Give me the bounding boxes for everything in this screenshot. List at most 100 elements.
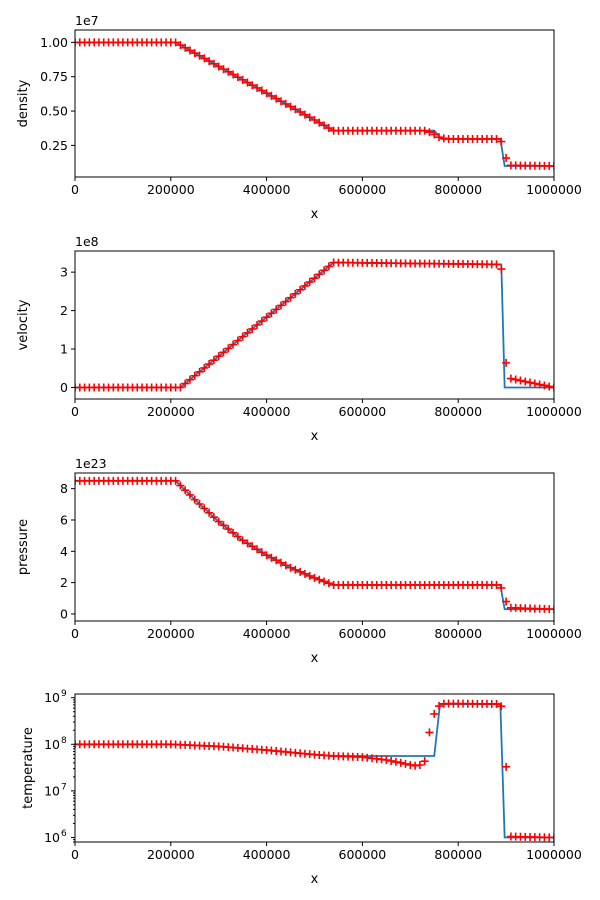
data-point-marker (492, 134, 501, 143)
x-tick-label: 800000 (434, 626, 482, 641)
y-tick-exponent: 8 (61, 736, 67, 746)
marker-series (75, 258, 554, 392)
data-point-marker (550, 162, 554, 171)
x-tick-label: 0 (71, 847, 79, 862)
y-axis-label: pressure (16, 519, 31, 575)
data-point-marker (320, 266, 329, 275)
data-point-marker (315, 575, 324, 584)
y-tick-label: 10 (44, 830, 60, 845)
data-point-marker (233, 73, 242, 82)
data-point-marker (497, 702, 506, 711)
data-point-marker (382, 756, 391, 765)
data-point-marker (435, 702, 444, 711)
data-point-marker (238, 536, 247, 545)
data-point-marker (262, 551, 271, 560)
data-point-marker (320, 577, 329, 586)
y-axis-label: temperature (21, 727, 36, 809)
data-point-marker (286, 293, 295, 302)
data-point-marker (219, 65, 228, 74)
data-point-marker (205, 57, 214, 66)
data-point-marker (291, 289, 300, 298)
data-point-marker (506, 374, 515, 383)
data-point-marker (430, 709, 439, 718)
data-point-marker (535, 380, 544, 389)
data-point-marker (550, 605, 554, 614)
data-point-marker (511, 375, 520, 384)
data-point-marker (425, 728, 434, 737)
data-point-marker (214, 62, 223, 71)
y-tick-label: 1.00 (40, 35, 68, 50)
data-point-marker (195, 367, 204, 376)
data-point-marker (286, 563, 295, 572)
y-axis-label: velocity (16, 299, 31, 350)
x-axis-label: x (311, 872, 319, 887)
data-point-marker (502, 762, 511, 771)
y-tick-label: 2 (60, 303, 68, 318)
data-point-marker (530, 379, 539, 388)
y-tick-label: 8 (60, 481, 68, 496)
y-tick-label: 0.50 (40, 104, 68, 119)
x-tick-label: 400000 (243, 404, 291, 419)
y-tick-exponent: 6 (61, 829, 67, 839)
data-point-marker (281, 297, 290, 306)
data-point-marker (387, 756, 396, 765)
data-point-marker (209, 356, 218, 365)
data-point-marker (272, 305, 281, 314)
y-tick-label: 3 (60, 265, 68, 280)
data-point-marker (185, 46, 194, 55)
data-point-marker (214, 352, 223, 361)
x-axis-label: x (311, 207, 319, 222)
x-tick-label: 0 (71, 404, 79, 419)
data-point-marker (396, 758, 405, 767)
y-tick-label: 4 (60, 544, 68, 559)
data-point-marker (200, 504, 209, 513)
data-point-marker (200, 54, 209, 63)
data-point-marker (296, 567, 305, 576)
data-point-marker (229, 528, 238, 537)
y-tick-label: 0.25 (40, 138, 68, 153)
data-point-marker (205, 508, 214, 517)
data-point-marker (391, 757, 400, 766)
chart-panel-velocity: 0 200000 400000 600000 800000 1000000 x 0 1 2 3 vel… (16, 234, 582, 444)
marker-series (75, 699, 554, 842)
data-point-marker (324, 262, 333, 271)
data-point-marker (550, 383, 554, 392)
data-point-marker (492, 580, 501, 589)
data-point-marker (257, 548, 266, 557)
axes-frame (74, 250, 555, 400)
data-point-marker (300, 110, 309, 119)
data-point-marker (224, 344, 233, 353)
data-point-marker (171, 38, 180, 47)
data-point-marker (195, 51, 204, 60)
x-tick-label: 400000 (243, 626, 291, 641)
data-point-marker (176, 481, 185, 490)
y-tick-exponent: 7 (61, 782, 67, 792)
data-point-marker (190, 49, 199, 58)
data-point-marker (248, 542, 257, 551)
data-point-marker (281, 99, 290, 108)
marker-series (75, 476, 554, 614)
data-point-marker (181, 486, 190, 495)
chart-panel-pressure: 0 200000 400000 600000 800000 1000000 x 0 2 4 6 8 pr… (16, 456, 582, 666)
data-point-marker (267, 91, 276, 100)
data-point-marker (262, 313, 271, 322)
data-point-marker (248, 324, 257, 333)
data-point-marker (305, 113, 314, 122)
data-point-marker (209, 513, 218, 522)
data-point-marker (324, 579, 333, 588)
data-point-marker (276, 97, 285, 106)
data-point-marker (243, 78, 252, 87)
x-tick-label: 800000 (434, 847, 482, 862)
y-axis-label: density (16, 79, 31, 127)
data-point-marker (233, 532, 242, 541)
data-point-marker (276, 301, 285, 310)
data-point-marker (540, 381, 549, 390)
data-point-marker (305, 571, 314, 580)
y-tick-label: 0 (60, 380, 68, 395)
data-point-marker (291, 105, 300, 114)
data-point-marker (420, 757, 429, 766)
data-point-marker (296, 285, 305, 294)
data-point-marker (415, 760, 424, 769)
x-tick-label: 400000 (243, 182, 291, 197)
